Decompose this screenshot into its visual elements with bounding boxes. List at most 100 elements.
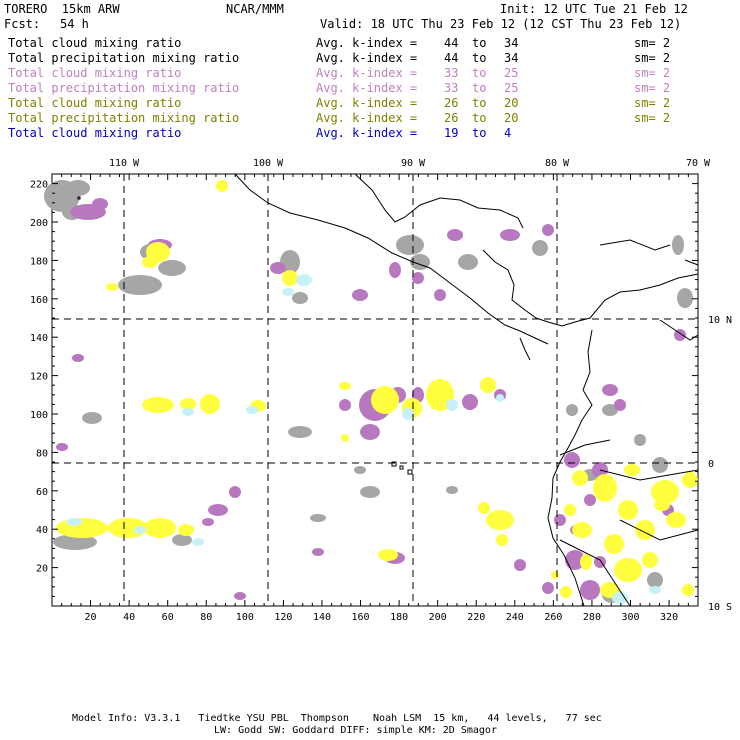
purple-cloud-blob [202,518,214,526]
yellow-cloud-blob [178,524,194,536]
yellow-cloud-blob [339,382,351,390]
cyan-cloud-blob [446,399,458,411]
latitude-label: 10 S [708,602,732,613]
x-tick-label: 260 [544,612,562,623]
yellow-cloud-blob [666,512,686,528]
purple-cloud-blob [554,514,566,526]
yellow-cloud-blob [480,377,496,393]
field-smoothing: sm= 2 [634,81,671,95]
field-kindex-from: 33 [444,81,459,95]
organization: NCAR/MMM [226,2,284,16]
yellow-cloud-blob [604,534,624,554]
yellow-cloud-blob [478,502,490,514]
field-kindex-to-word: to [472,96,487,110]
purple-cloud-blob [234,592,246,600]
model-title: TORERO 15km ARW [4,2,120,16]
gray-cloud-blob [647,572,663,588]
yellow-cloud-blob [564,504,576,516]
y-tick-label: 200 [30,218,48,229]
field-kindex-to: 34 [504,36,519,50]
field-kindex-from: 33 [444,66,459,80]
yellow-cloud-blob [341,434,349,442]
gray-cloud-blob [53,534,97,550]
yellow-cloud-blob [180,398,196,410]
yellow-cloud-blob [593,474,617,502]
yellow-cloud-blob [551,571,559,579]
field-kindex-label: Avg. k-index = [316,126,425,140]
yellow-cloud-blob [635,520,655,540]
purple-cloud-blob [270,262,286,274]
purple-cloud-blob [229,486,241,498]
longitude-label: 90 W [401,158,426,169]
gray-cloud-blob [458,254,478,270]
field-kindex-to: 4 [504,126,512,140]
purple-cloud-blob [360,424,380,440]
yellow-cloud-blob [614,558,642,582]
purple-cloud-blob [584,494,596,506]
yellow-cloud-blob [560,586,572,598]
yellow-cloud-blob [580,554,592,570]
yellow-cloud-blob [654,499,670,511]
country-borders [519,337,699,607]
gray-cloud-blob [672,235,684,255]
purple-cloud-blob [434,289,446,301]
field-kindex-label: Avg. k-index = [316,66,425,80]
purple-cloud-blob [447,229,463,241]
yellow-cloud-blob [682,584,694,596]
purple-cloud-blob [92,198,108,210]
cyan-cloud-blob [612,592,628,604]
purple-cloud-blob [352,289,368,301]
yellow-cloud-blob [142,397,174,413]
longitude-label: 70 W [686,158,711,169]
field-name: Total cloud mixing ratio [8,36,182,50]
field-smoothing: sm= 2 [634,96,671,110]
yellow-cloud-blob [282,270,298,286]
yellow-cloud-blob [651,480,679,504]
field-kindex-to-word: to [472,51,487,65]
forecast-hour: 54 h [60,17,89,31]
field-kindex-label: Avg. k-index = [316,51,425,65]
axis-ticks [52,174,698,606]
field-kindex-to-word: to [472,36,487,50]
geo-labels: 110 W 100 W 90 W 80 W 70 W 10 N 0 10 S [109,158,732,613]
purple-cloud-blob [614,399,626,411]
purple-cloud-blob [339,399,351,411]
field-kindex-from: 26 [444,96,459,110]
gray-cloud-blob [292,292,308,304]
x-tick-label: 160 [352,612,370,623]
lat-lon-grid [52,174,698,606]
field-smoothing: sm= 2 [634,36,671,50]
clipperton-island [77,196,81,200]
gray-cloud-blob [66,180,90,196]
x-tick-label: 300 [621,612,639,623]
purple-cloud-blob [389,262,401,278]
gray-cloud-blob [354,466,366,474]
latitude-label: 0 [708,459,714,470]
x-tick-label: 140 [313,612,331,623]
field-kindex-from: 19 [444,126,459,140]
cyan-cloud-blob [282,288,294,296]
yellow-cloud-blob [642,552,658,568]
field-kindex-to-word: to [472,126,487,140]
purple-cloud-blob [542,582,554,594]
x-tick-label: 280 [583,612,601,623]
y-tick-label: 20 [36,564,48,575]
y-tick-label: 220 [30,180,48,191]
field-kindex-to: 20 [504,96,519,110]
yellow-cloud-blob [378,549,398,561]
field-name: Total cloud mixing ratio [8,66,182,80]
purple-cloud-blob [208,504,228,516]
y-tick-label: 60 [36,487,48,498]
y-tick-label: 120 [30,372,48,383]
purple-cloud-blob [514,559,526,571]
cyan-cloud-blob [246,406,258,414]
field-kindex-label: Avg. k-index = [316,111,425,125]
field-kindex-label: Avg. k-index = [316,96,425,110]
yellow-cloud-blob [496,534,508,546]
yellow-cloud-blob [682,472,698,488]
gray-cloud-blob [602,404,618,416]
yellow-cloud-blob [106,283,118,291]
cyan-cloud-blob [134,526,146,534]
yellow-cloud-blob [142,256,158,268]
gray-cloud-blob [288,426,312,438]
